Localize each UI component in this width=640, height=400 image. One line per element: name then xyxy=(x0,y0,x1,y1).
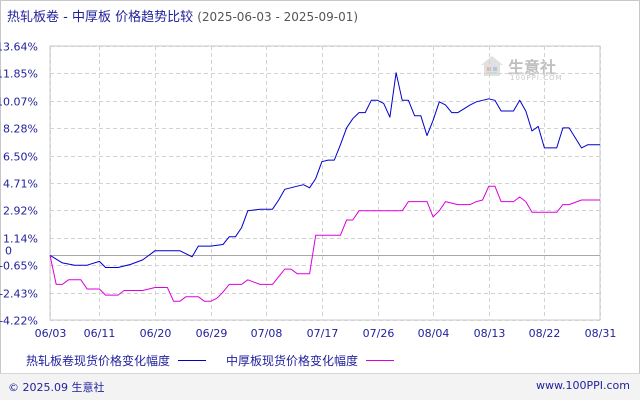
chart-axes: 13.64% 11.85% 10.07% 8.28% 6.50% 4.71% 2.92% 1.… xyxy=(0,41,616,341)
x-tick-label: 06/03 xyxy=(35,327,67,340)
x-tick-label: 07/08 xyxy=(251,327,283,340)
chart-grid xyxy=(49,45,601,321)
x-tick-label: 08/22 xyxy=(529,327,561,340)
y-tick-label: 8.28% xyxy=(3,123,38,136)
x-tick-label: 08/04 xyxy=(418,327,450,340)
watermark-subtext: 100PPI.COM xyxy=(510,74,563,82)
y-tick-label: 13.64% xyxy=(0,41,38,54)
y-tick-label: 6.50% xyxy=(3,151,38,164)
chart-title-main: 热轧板卷 - 中厚板 价格趋势比较 xyxy=(7,10,194,25)
chart-series xyxy=(49,72,600,302)
x-tick-label: 08/31 xyxy=(585,327,617,340)
x-tick-label: 07/17 xyxy=(307,327,339,340)
legend-item-series-2: 中厚板现货价格变化幅度 xyxy=(226,352,395,369)
chart-title: 热轧板卷 - 中厚板 价格趋势比较 (2025-06-03 - 2025-09-… xyxy=(7,6,358,25)
x-tick-label: 06/29 xyxy=(196,327,228,340)
series-line-1 xyxy=(49,72,600,268)
footer-site-link[interactable]: www.100PPI.com xyxy=(536,379,630,392)
x-tick-label: 06/20 xyxy=(140,327,172,340)
legend-item-series-1: 热轧板卷现货价格变化幅度 xyxy=(26,352,207,369)
y-tick-label: 2.92% xyxy=(3,205,38,218)
legend-swatch-series-2 xyxy=(366,360,395,361)
chart-title-range: (2025-06-03 - 2025-09-01) xyxy=(197,10,359,24)
y-tick-label: 4.71% xyxy=(3,178,38,191)
y-tick-label: -4.22% xyxy=(0,315,38,328)
y-tick-label: -2.43% xyxy=(0,288,38,301)
y-tick-label: 1.14% xyxy=(3,233,38,246)
series-line-2 xyxy=(49,185,600,302)
footer-copyright: © 2025.09 生意社 xyxy=(8,381,105,394)
x-tick-label: 08/13 xyxy=(474,327,506,340)
y-tick-label: 11.85% xyxy=(0,68,38,81)
zero-label: 0 xyxy=(5,245,12,258)
footer-bar: © 2025.09 生意社 www.100PPI.com xyxy=(0,373,640,400)
legend-label-series-1: 热轧板卷现货价格变化幅度 xyxy=(26,354,171,368)
legend-label-series-2: 中厚板现货价格变化幅度 xyxy=(226,354,359,368)
x-tick-label: 06/11 xyxy=(84,327,116,340)
legend-swatch-series-1 xyxy=(178,360,207,361)
y-tick-label: -0.65% xyxy=(0,260,38,273)
y-tick-label: 10.07% xyxy=(0,96,38,109)
line-chart: 13.64% 11.85% 10.07% 8.28% 6.50% 4.71% 2.92% 1.… xyxy=(0,41,616,341)
x-tick-label: 07/26 xyxy=(363,327,395,340)
